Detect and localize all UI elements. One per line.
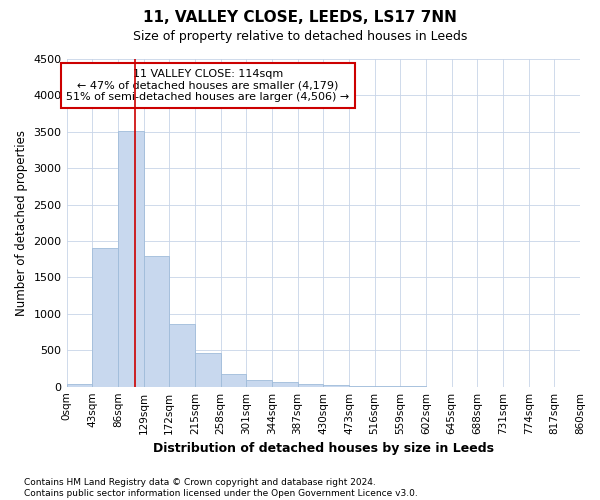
X-axis label: Distribution of detached houses by size in Leeds: Distribution of detached houses by size … [153,442,494,455]
Bar [169,324,195,386]
Bar [195,353,221,386]
Bar [92,248,118,386]
Y-axis label: Number of detached properties: Number of detached properties [15,130,28,316]
Bar [221,374,246,386]
Bar [246,380,272,386]
Bar [272,382,298,386]
Bar [143,256,169,386]
Bar [298,384,323,386]
Text: 11, VALLEY CLOSE, LEEDS, LS17 7NN: 11, VALLEY CLOSE, LEEDS, LS17 7NN [143,10,457,25]
Bar [118,131,143,386]
Text: Size of property relative to detached houses in Leeds: Size of property relative to detached ho… [133,30,467,43]
Text: Contains HM Land Registry data © Crown copyright and database right 2024.
Contai: Contains HM Land Registry data © Crown c… [24,478,418,498]
Text: 11 VALLEY CLOSE: 114sqm
← 47% of detached houses are smaller (4,179)
51% of semi: 11 VALLEY CLOSE: 114sqm ← 47% of detache… [66,69,349,102]
Bar [67,384,92,386]
